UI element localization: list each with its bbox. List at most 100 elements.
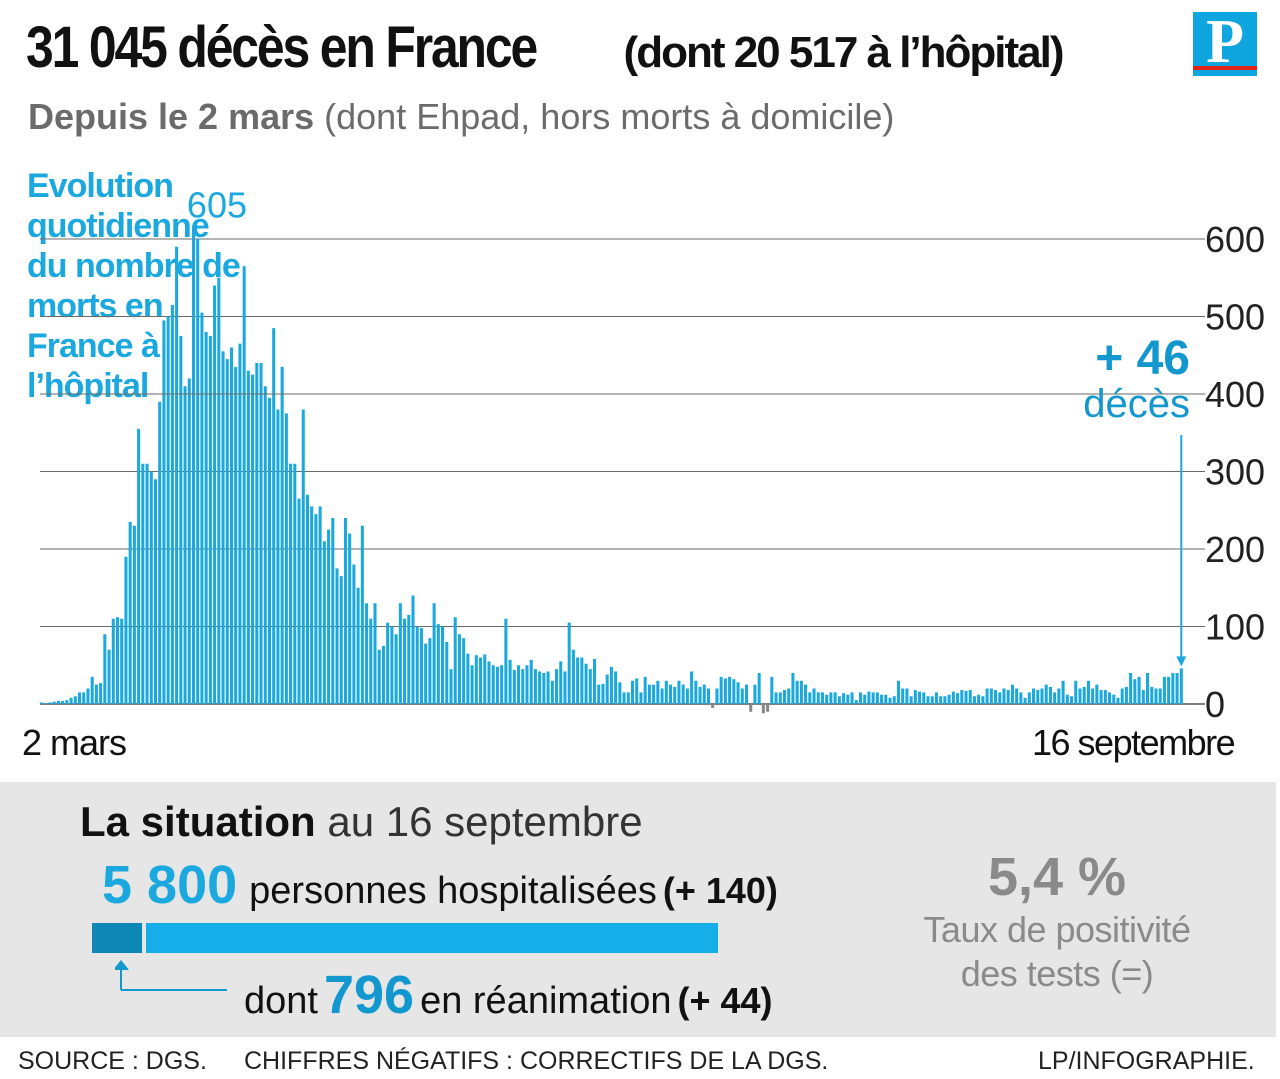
bar-251 [1099, 690, 1103, 704]
title-main: 31 045 décès en France [26, 15, 538, 80]
bar-228 [1002, 688, 1006, 704]
situation-heading-bold: La situation [80, 798, 316, 845]
bar-219 [964, 690, 968, 705]
bar-245 [1074, 680, 1078, 704]
bar-246 [1078, 688, 1082, 704]
bar-265 [1158, 688, 1162, 704]
y-tick-0: 0 [1205, 684, 1225, 725]
bar-90 [419, 628, 423, 704]
bar-153 [685, 688, 689, 704]
bar-241 [1057, 688, 1061, 704]
title-sub: (dont 20 517 à l’hôpital) [623, 28, 1065, 77]
bar-18 [115, 617, 120, 704]
bar-2 [48, 702, 52, 704]
bar-269 [1175, 673, 1179, 704]
bar-165 [736, 682, 740, 704]
bar-124 [563, 671, 567, 704]
bar-112 [512, 669, 516, 704]
situation-heading-rest: au 16 septembre [315, 798, 643, 845]
bar-36 [191, 227, 196, 705]
bar-145 [652, 684, 656, 705]
bar-231 [1015, 688, 1019, 704]
bar-248 [1086, 680, 1090, 704]
bar-150 [673, 686, 677, 704]
bar-183 [812, 688, 816, 704]
bar-24 [141, 463, 145, 704]
bar-66 [318, 506, 322, 705]
positivity-label: Taux de positivité des tests (=) [920, 908, 1194, 996]
bar-53 [263, 386, 267, 704]
bar-4 [56, 700, 60, 704]
bar-114 [521, 669, 525, 705]
bar-244 [1070, 696, 1074, 704]
footer-note: CHIFFRES NÉGATIFS : CORRECTIFS DE LA DGS… [244, 1047, 829, 1075]
bar-40 [208, 335, 212, 705]
bar-250 [1095, 684, 1099, 705]
bar-65 [314, 514, 318, 705]
icu-prefix: dont [244, 980, 318, 1022]
bar-264 [1154, 688, 1158, 704]
bar-73 [348, 533, 352, 704]
hospitalized-bar [146, 923, 718, 953]
logo-letter: P [1206, 8, 1244, 76]
bar-49 [246, 370, 250, 704]
bar-198 [875, 692, 879, 705]
bar-44 [225, 359, 229, 705]
bar-197 [871, 692, 875, 705]
bar-19 [120, 618, 124, 704]
y-tick-100: 100 [1205, 607, 1265, 648]
bar-70 [335, 568, 339, 705]
bar-262 [1146, 673, 1150, 704]
icu-value: 796 [323, 965, 415, 1025]
bar-11 [86, 688, 90, 704]
bar-235 [1032, 688, 1036, 704]
footer-source: SOURCE : DGS. [18, 1047, 207, 1075]
y-tick-600: 600 [1205, 219, 1265, 260]
bar-68 [327, 529, 331, 705]
bar-43 [221, 351, 225, 705]
bar-202 [892, 696, 896, 704]
bar-208 [918, 691, 922, 704]
logo-red-bar [1193, 66, 1257, 70]
bar-136 [614, 671, 618, 704]
bar-98 [453, 617, 457, 704]
bar-177 [787, 688, 791, 704]
bar-187 [829, 692, 833, 705]
bar-149 [668, 684, 673, 705]
bar-236 [1036, 690, 1040, 704]
situation-panel: La situation au 16 septembre 5 800 person… [0, 782, 1276, 1037]
bar-268 [1171, 673, 1175, 704]
bar-chart: 0 100 200 300 400 500 600 605 [40, 184, 1265, 725]
bar-135 [609, 666, 613, 704]
bar-109 [500, 665, 504, 704]
bar-22 [132, 525, 136, 704]
bar-79 [373, 603, 377, 704]
bar-75 [356, 587, 360, 704]
y-tick-labels: 0 100 200 300 400 500 600 [1205, 219, 1265, 725]
bar-99 [457, 634, 461, 704]
bar-12 [90, 676, 94, 705]
situation-heading: La situation au 16 septembre [80, 798, 643, 846]
bar-16 [107, 649, 111, 704]
bar-171 [761, 704, 765, 714]
bar-28 [158, 401, 162, 704]
bar-92 [428, 638, 432, 705]
bar-243 [1065, 694, 1069, 704]
bar-39 [204, 332, 208, 704]
bar-85 [398, 603, 402, 704]
bar-256 [1120, 688, 1124, 704]
bar-213 [939, 696, 943, 704]
bar-164 [732, 679, 736, 704]
bar-35 [187, 378, 191, 704]
bar-45 [229, 347, 233, 704]
bar-7 [69, 697, 73, 704]
bar-142 [639, 692, 643, 705]
icu-row: dont 796 en réanimation (+ 44) [244, 964, 773, 1026]
bar-267 [1167, 676, 1171, 705]
bar-217 [956, 693, 960, 704]
bar-52 [259, 363, 263, 704]
bar-238 [1044, 684, 1048, 705]
bar-207 [913, 690, 917, 704]
bar-204 [901, 688, 905, 704]
hospitalized-label: personnes hospitalisées [249, 870, 657, 912]
